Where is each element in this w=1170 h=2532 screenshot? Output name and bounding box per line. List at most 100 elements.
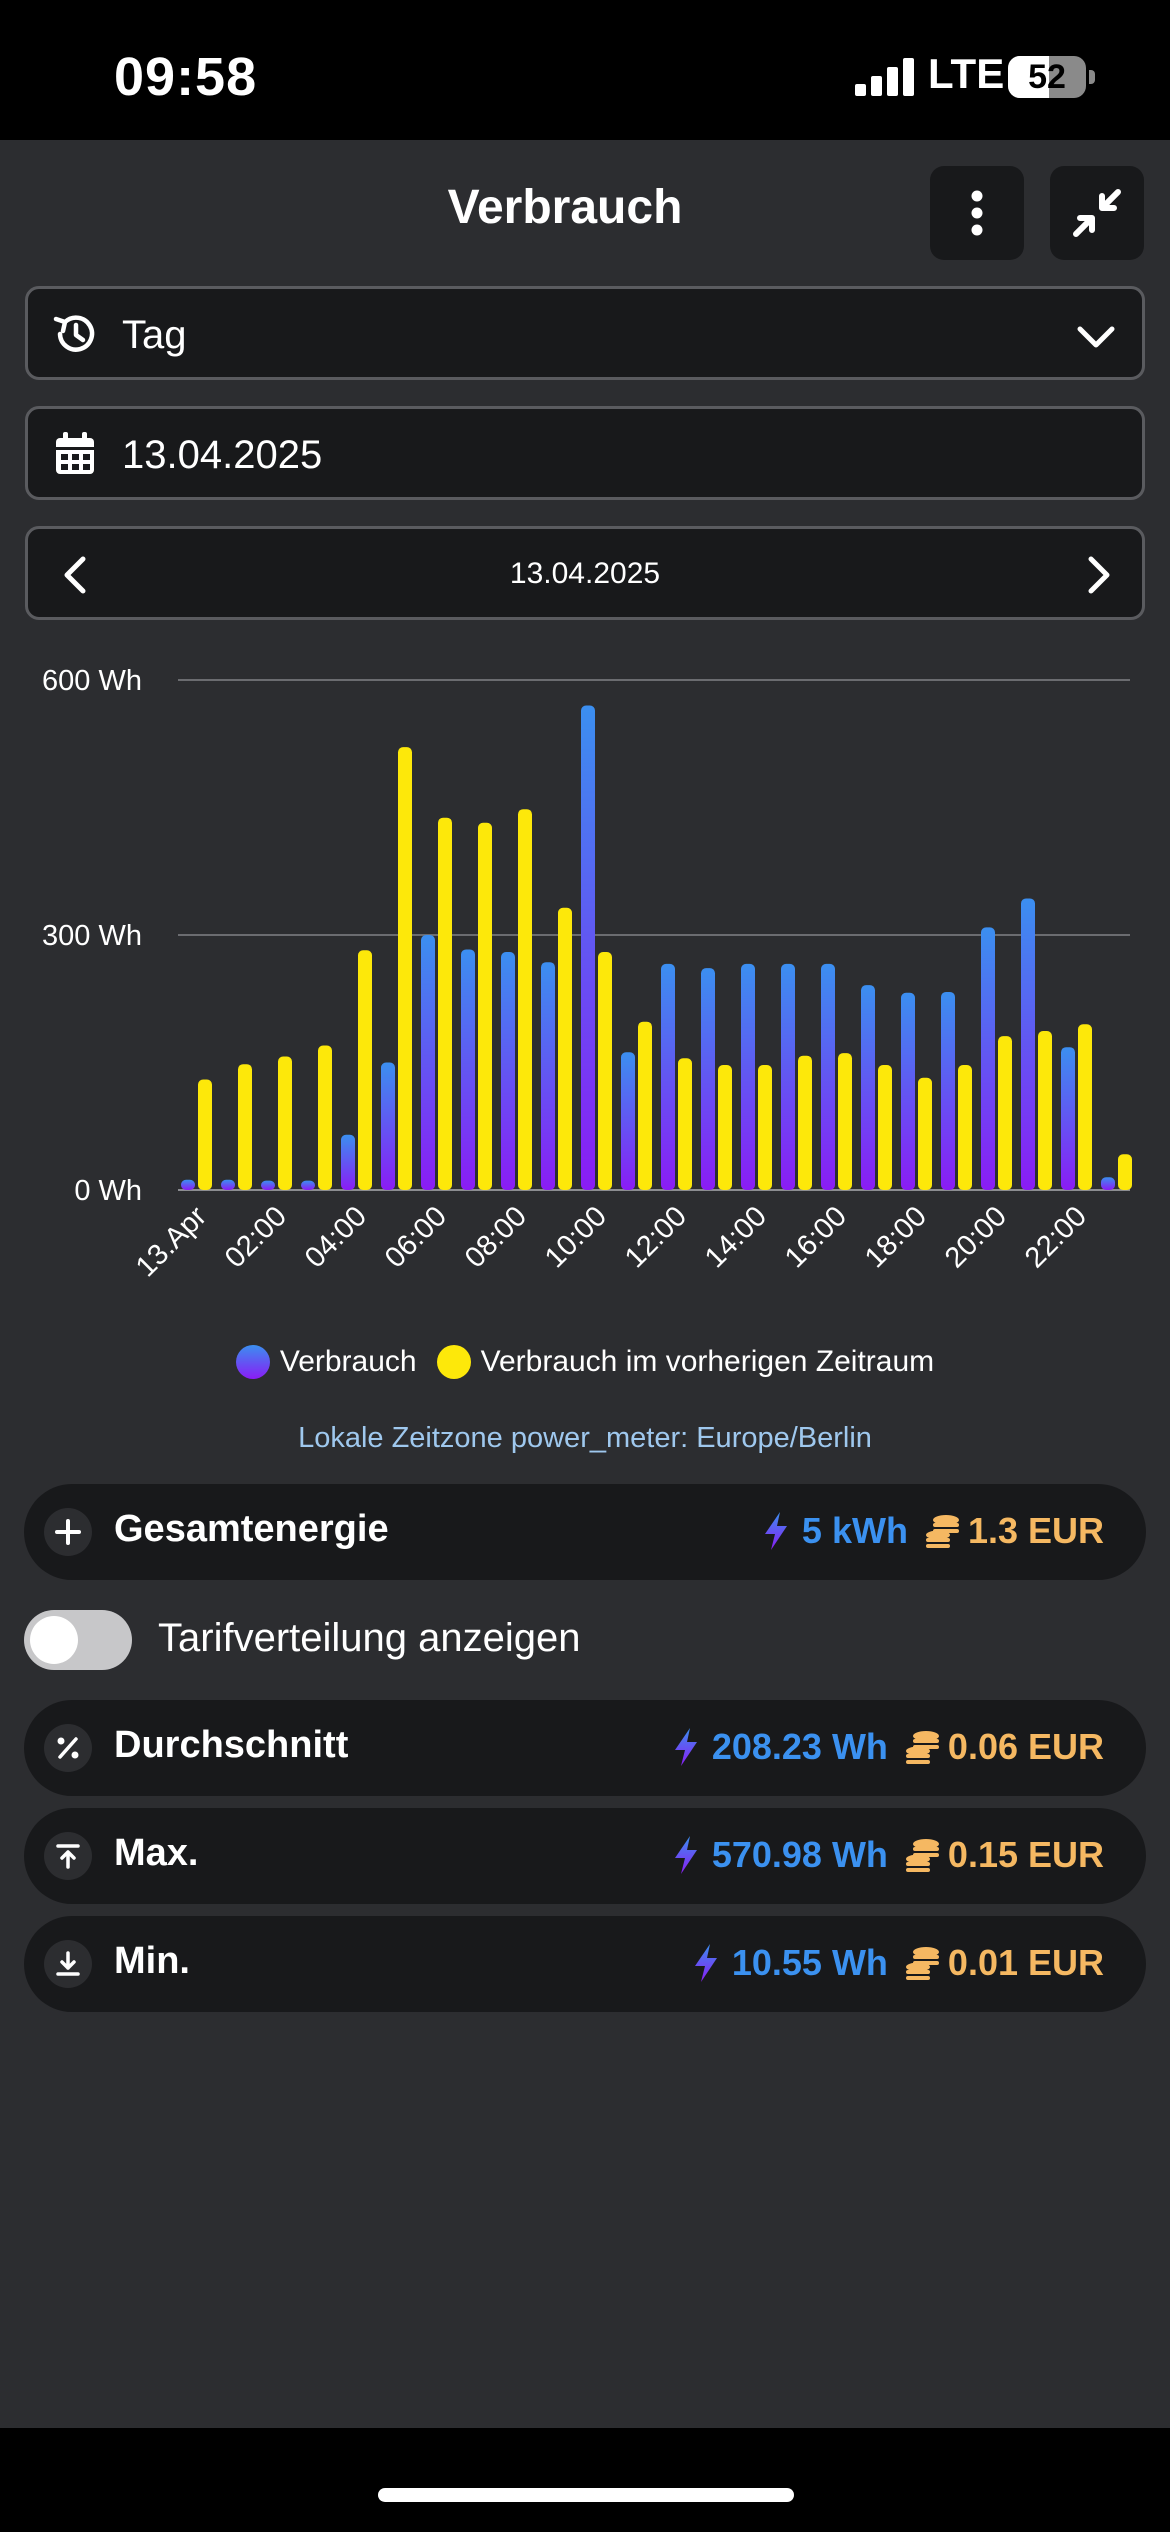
total-energy-values: 5 kWh 1.3 EUR bbox=[762, 1510, 1104, 1552]
bar-verbrauch[interactable] bbox=[301, 1180, 315, 1190]
bar-verbrauch[interactable] bbox=[181, 1179, 195, 1190]
bar-previous-period[interactable] bbox=[878, 1065, 892, 1190]
min-cost-value: 0.01 EUR bbox=[947, 1942, 1104, 1983]
bar-previous-period[interactable] bbox=[198, 1079, 212, 1191]
cellular-signal-icon bbox=[855, 58, 914, 96]
bar-previous-period[interactable] bbox=[1118, 1154, 1132, 1190]
status-time: 09:58 bbox=[114, 47, 258, 107]
total-energy-label: Gesamtenergie bbox=[114, 1508, 389, 1550]
arrow-up-to-line-icon bbox=[44, 1832, 92, 1880]
bolt-icon bbox=[694, 1944, 717, 1982]
bar-previous-period[interactable] bbox=[1038, 1031, 1052, 1190]
min-card[interactable]: Min. 10.55 Wh 0.01 EUR bbox=[24, 1916, 1146, 2012]
x-tick-label: 06:00 bbox=[379, 1200, 453, 1274]
bar-verbrauch[interactable] bbox=[941, 991, 955, 1190]
toggle-knob bbox=[30, 1616, 78, 1664]
y-tick-label: 300 Wh bbox=[42, 920, 142, 952]
date-navigator: 13.04.2025 bbox=[25, 526, 1145, 620]
bar-previous-period[interactable] bbox=[678, 1058, 692, 1190]
chevron-down-icon bbox=[1077, 326, 1115, 348]
bar-verbrauch[interactable] bbox=[741, 963, 755, 1190]
collapse-button[interactable] bbox=[1050, 166, 1144, 260]
bar-previous-period[interactable] bbox=[278, 1056, 292, 1190]
x-tick-label: 20:00 bbox=[939, 1200, 1013, 1274]
average-energy-value: 208.23 Wh bbox=[711, 1726, 888, 1767]
bar-previous-period[interactable] bbox=[918, 1077, 932, 1190]
tariff-toggle[interactable] bbox=[24, 1610, 132, 1670]
chart-legend: Verbrauch Verbrauch im vorherigen Zeitra… bbox=[0, 1345, 1170, 1379]
legend-item-verbrauch[interactable]: Verbrauch bbox=[235, 1345, 417, 1379]
x-tick-label: 13.Apr bbox=[130, 1200, 213, 1283]
bar-previous-period[interactable] bbox=[998, 1036, 1012, 1190]
max-values: 570.98 Wh 0.15 EUR bbox=[672, 1834, 1104, 1876]
bar-previous-period[interactable] bbox=[398, 747, 412, 1190]
bar-verbrauch[interactable] bbox=[621, 1052, 635, 1190]
average-card[interactable]: Durchschnitt 208.23 Wh 0.06 EUR bbox=[24, 1700, 1146, 1796]
bar-previous-period[interactable] bbox=[958, 1065, 972, 1190]
bolt-icon bbox=[674, 1836, 697, 1874]
bar-verbrauch[interactable] bbox=[1021, 898, 1035, 1190]
bar-verbrauch[interactable] bbox=[501, 952, 515, 1190]
bar-previous-period[interactable] bbox=[438, 817, 452, 1190]
period-select[interactable]: Tag bbox=[25, 286, 1145, 380]
bar-verbrauch[interactable] bbox=[261, 1180, 275, 1190]
next-day-button[interactable] bbox=[1078, 555, 1118, 595]
bar-verbrauch[interactable] bbox=[821, 963, 835, 1190]
bar-verbrauch[interactable] bbox=[1101, 1177, 1115, 1190]
bar-previous-period[interactable] bbox=[598, 952, 612, 1190]
bar-verbrauch[interactable] bbox=[341, 1134, 355, 1190]
legend-item-previous-period[interactable]: Verbrauch im vorherigen Zeitraum bbox=[436, 1345, 934, 1379]
bar-verbrauch[interactable] bbox=[581, 705, 595, 1191]
date-nav-label: 13.04.2025 bbox=[509, 557, 661, 590]
max-label: Max. bbox=[114, 1832, 199, 1874]
previous-day-button[interactable] bbox=[56, 555, 96, 595]
bar-previous-period[interactable] bbox=[318, 1045, 332, 1191]
bar-verbrauch[interactable] bbox=[541, 962, 555, 1190]
max-energy-value: 570.98 Wh bbox=[711, 1834, 888, 1875]
bar-verbrauch[interactable] bbox=[901, 992, 915, 1190]
bar-verbrauch[interactable] bbox=[461, 949, 475, 1190]
bar-previous-period[interactable] bbox=[518, 809, 532, 1190]
date-input[interactable]: 13.04.2025 bbox=[25, 406, 1145, 500]
bar-previous-period[interactable] bbox=[718, 1065, 732, 1190]
bar-previous-period[interactable] bbox=[238, 1064, 252, 1190]
more-options-button[interactable] bbox=[930, 166, 1024, 260]
bar-verbrauch[interactable] bbox=[861, 985, 875, 1190]
bottom-bar bbox=[0, 2428, 1170, 2532]
home-indicator[interactable] bbox=[378, 2488, 794, 2502]
bar-verbrauch[interactable] bbox=[781, 963, 795, 1190]
x-tick-label: 08:00 bbox=[459, 1200, 533, 1274]
x-tick-label: 02:00 bbox=[219, 1200, 293, 1274]
history-icon bbox=[53, 315, 95, 352]
total-energy-card[interactable]: Gesamtenergie 5 kWh 1.3 EUR bbox=[24, 1484, 1146, 1580]
min-label: Min. bbox=[114, 1940, 190, 1982]
network-type: LTE bbox=[928, 50, 1005, 97]
bar-previous-period[interactable] bbox=[638, 1021, 652, 1190]
min-values: 10.55 Wh 0.01 EUR bbox=[692, 1942, 1104, 1984]
bar-previous-period[interactable] bbox=[758, 1065, 772, 1190]
bar-verbrauch[interactable] bbox=[661, 963, 675, 1190]
coins-icon bbox=[905, 1839, 939, 1872]
bar-verbrauch[interactable] bbox=[421, 935, 435, 1190]
bar-previous-period[interactable] bbox=[1078, 1024, 1092, 1190]
bar-verbrauch[interactable] bbox=[1061, 1047, 1075, 1190]
x-tick-label: 14:00 bbox=[699, 1200, 773, 1274]
coins-icon bbox=[905, 1947, 939, 1980]
legend-label: Verbrauch bbox=[279, 1345, 417, 1378]
max-cost-value: 0.15 EUR bbox=[947, 1834, 1104, 1875]
bar-verbrauch[interactable] bbox=[701, 968, 715, 1190]
max-card[interactable]: Max. 570.98 Wh 0.15 EUR bbox=[24, 1808, 1146, 1904]
bar-previous-period[interactable] bbox=[798, 1055, 812, 1190]
bolt-icon bbox=[764, 1512, 787, 1550]
bar-verbrauch[interactable] bbox=[381, 1062, 395, 1191]
period-select-value: Tag bbox=[122, 313, 187, 357]
battery-icon: 52 bbox=[1008, 56, 1086, 98]
bar-previous-period[interactable] bbox=[358, 950, 372, 1190]
bar-previous-period[interactable] bbox=[478, 822, 492, 1190]
plus-icon bbox=[44, 1508, 92, 1556]
status-bar: 09:58 LTE 52 bbox=[0, 0, 1170, 140]
bar-previous-period[interactable] bbox=[558, 907, 572, 1190]
bar-verbrauch[interactable] bbox=[981, 927, 995, 1190]
bar-verbrauch[interactable] bbox=[221, 1179, 235, 1190]
bar-previous-period[interactable] bbox=[838, 1053, 852, 1190]
